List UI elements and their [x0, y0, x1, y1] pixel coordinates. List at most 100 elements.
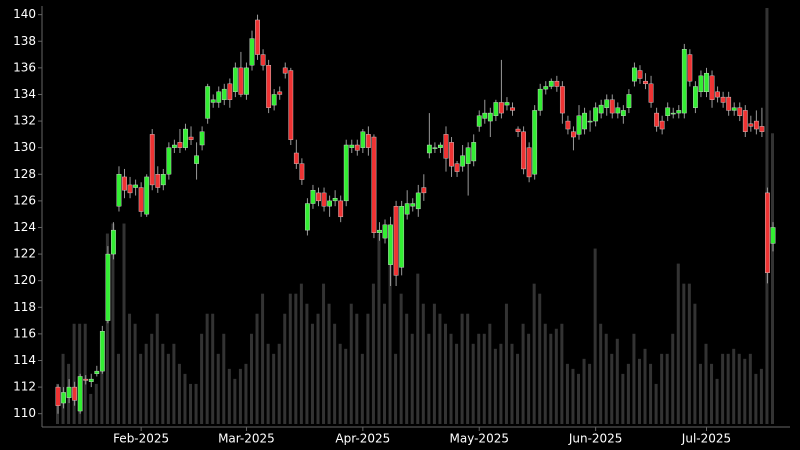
candle-body — [377, 229, 382, 233]
volume-bar — [344, 348, 348, 424]
volume-bar — [621, 373, 625, 424]
candle-body — [510, 107, 515, 111]
volume-bar — [139, 353, 143, 424]
candle-body — [349, 144, 355, 148]
candle-body — [305, 203, 310, 231]
candle-body — [415, 192, 421, 210]
y-tick-label: 116 — [13, 326, 36, 340]
volume-bar — [543, 323, 547, 424]
volume-bar — [499, 343, 503, 424]
candle-body — [77, 376, 83, 412]
candle-body — [604, 99, 610, 108]
y-tick-label: 136 — [13, 60, 36, 74]
volume-bar — [643, 348, 647, 424]
volume-bar — [721, 353, 725, 424]
y-tick-label: 122 — [13, 247, 36, 261]
volume-bar — [588, 363, 592, 424]
y-tick-label: 120 — [13, 273, 36, 287]
volume-bar — [521, 323, 525, 424]
candle-body — [310, 190, 316, 204]
x-tick-label: Mar-2025 — [218, 432, 275, 446]
volume-bar — [172, 343, 176, 424]
volume-bar — [244, 363, 248, 424]
candle-body — [615, 107, 621, 114]
candle-body — [681, 49, 687, 114]
candle-body — [648, 83, 654, 103]
candle-body — [537, 88, 543, 111]
candle-body — [515, 128, 521, 132]
candle-body — [565, 120, 571, 130]
volume-bar — [554, 328, 558, 424]
candle-body — [166, 147, 172, 175]
candle-body — [227, 83, 233, 100]
candle-body — [465, 147, 471, 164]
candle-body — [365, 134, 371, 148]
volume-bar — [316, 313, 320, 424]
volume-bar — [405, 313, 409, 424]
volume-bar — [299, 283, 303, 424]
volume-bar — [649, 363, 653, 424]
x-tick-label: Feb-2025 — [113, 432, 169, 446]
candle-body — [438, 144, 443, 148]
y-tick-label: 132 — [13, 114, 36, 128]
candle-body — [127, 184, 133, 194]
candle-body — [554, 80, 560, 87]
candle-body — [99, 331, 105, 372]
volume-bar — [100, 343, 104, 424]
volume-bar — [460, 313, 464, 424]
volume-bar — [682, 283, 686, 424]
y-tick-label: 124 — [13, 220, 36, 234]
candle-body — [321, 192, 327, 207]
volume-bar — [615, 338, 619, 424]
volume-bar — [577, 373, 581, 424]
candle-body — [266, 64, 272, 108]
candle-body — [471, 142, 477, 162]
volume-bar — [665, 353, 669, 424]
candle-body — [277, 91, 283, 95]
volume-bar — [111, 223, 115, 424]
volume-bar — [377, 233, 381, 424]
candle-body — [221, 88, 227, 100]
candle-body — [726, 96, 732, 111]
candle-body — [72, 386, 78, 401]
volume-bar — [754, 373, 758, 424]
volume-bar — [166, 353, 170, 424]
candle-body — [354, 144, 360, 151]
volume-bar — [527, 333, 531, 424]
volume-bar — [637, 358, 641, 424]
volume-bar — [272, 353, 276, 424]
candle-body — [687, 54, 693, 82]
candle-body — [432, 147, 438, 149]
volume-bar — [150, 333, 154, 424]
candle-body — [238, 67, 244, 95]
y-tick-label: 118 — [13, 300, 36, 314]
candle-body — [593, 107, 599, 122]
volume-bar — [516, 353, 520, 424]
volume-bar — [277, 343, 281, 424]
candle-body — [626, 94, 632, 108]
candle-body — [249, 38, 255, 66]
volume-bar — [83, 323, 87, 424]
candle-body — [343, 144, 349, 202]
candle-body — [94, 370, 100, 374]
candle-body — [111, 229, 116, 255]
volume-bar — [432, 303, 436, 424]
volume-bar — [726, 353, 730, 424]
volume-bar — [477, 333, 481, 424]
volume-bar — [743, 358, 747, 424]
candle-body — [731, 107, 737, 111]
volume-bar — [89, 393, 93, 424]
volume-bar — [349, 303, 353, 424]
volume-bar — [538, 293, 542, 424]
volume-bar — [693, 303, 697, 424]
x-tick-label: Jul-2025 — [681, 432, 731, 446]
candle-body — [327, 200, 332, 207]
y-tick-label: 138 — [13, 34, 36, 48]
candle-body — [449, 142, 454, 167]
candle-body — [160, 174, 166, 186]
y-tick-label: 128 — [13, 167, 36, 181]
candle-body — [704, 72, 709, 93]
x-tick-label: Jun-2025 — [568, 432, 623, 446]
volume-bar — [438, 313, 442, 424]
candle-body — [149, 134, 155, 186]
